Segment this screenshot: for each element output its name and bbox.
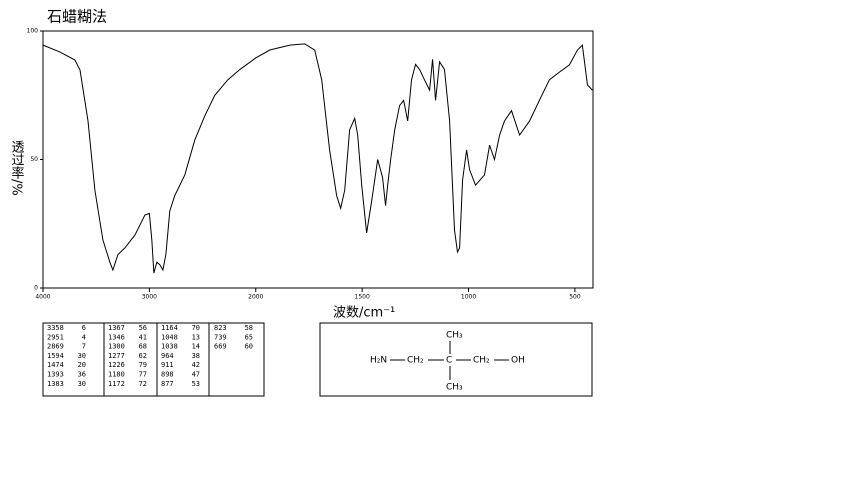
peak-transmittance: 41 bbox=[139, 333, 147, 341]
atom-label: H₂N bbox=[370, 356, 387, 366]
table-frame bbox=[42, 322, 265, 397]
peak-transmittance: 68 bbox=[139, 343, 147, 351]
peak-wavenumber: 1277 bbox=[108, 352, 125, 360]
atom-label: CH₂ bbox=[407, 356, 424, 366]
peak-transmittance: 53 bbox=[192, 380, 200, 388]
structure: H₂N CH₂ C CH₂ OH CH₃ CH₃ bbox=[319, 322, 593, 397]
x-axis-label: 波数/cm⁻¹ bbox=[333, 306, 395, 321]
y-tick-label: 50 bbox=[30, 156, 38, 163]
chart-title: 石蜡糊法 bbox=[47, 8, 107, 26]
atom-label: OH bbox=[511, 356, 525, 366]
peak-wavenumber: 911 bbox=[161, 361, 174, 369]
peak-wavenumber: 1383 bbox=[47, 380, 64, 388]
peak-transmittance: 65 bbox=[245, 333, 253, 341]
x-tick-label: 500 bbox=[569, 294, 581, 301]
peak-wavenumber: 1172 bbox=[108, 380, 125, 388]
peak-wavenumber: 1474 bbox=[47, 361, 64, 369]
plot-frame bbox=[42, 30, 594, 289]
x-tick-label: 1000 bbox=[461, 294, 476, 301]
peak-wavenumber: 2951 bbox=[47, 333, 64, 341]
peak-transmittance: 62 bbox=[139, 352, 147, 360]
peak-wavenumber: 1393 bbox=[47, 371, 64, 379]
peak-transmittance: 70 bbox=[192, 324, 200, 332]
atom-label: CH₃ bbox=[446, 331, 463, 341]
peak-transmittance: 47 bbox=[192, 371, 200, 379]
y-axis-label: 透过率/% bbox=[9, 140, 25, 196]
peak-transmittance: 72 bbox=[139, 380, 147, 388]
atom-label: C bbox=[446, 356, 452, 366]
peak-wavenumber: 1226 bbox=[108, 361, 125, 369]
peak-transmittance: 14 bbox=[192, 343, 200, 351]
peak-wavenumber: 877 bbox=[161, 380, 174, 388]
peak-transmittance: 79 bbox=[139, 361, 147, 369]
peak-wavenumber: 1346 bbox=[108, 333, 125, 341]
peak-wavenumber: 669 bbox=[214, 343, 227, 351]
peak-wavenumber: 1048 bbox=[161, 333, 178, 341]
peak-transmittance: 30 bbox=[78, 380, 86, 388]
peak-wavenumber: 1180 bbox=[108, 371, 125, 379]
peak-transmittance: 4 bbox=[82, 333, 86, 341]
peak-transmittance: 38 bbox=[192, 352, 200, 360]
peak-transmittance: 13 bbox=[192, 333, 200, 341]
structure-frame bbox=[319, 322, 593, 397]
peak-table bbox=[42, 322, 265, 397]
y-tick-label: 100 bbox=[27, 28, 39, 35]
peak-wavenumber: 3358 bbox=[47, 324, 64, 332]
x-tick-label: 2000 bbox=[248, 294, 263, 301]
peak-transmittance: 20 bbox=[78, 361, 86, 369]
peak-wavenumber: 964 bbox=[161, 352, 174, 360]
y-tick-label: 0 bbox=[34, 285, 38, 292]
peak-transmittance: 7 bbox=[82, 343, 86, 351]
x-tick-label: 1500 bbox=[355, 294, 370, 301]
spectrum-line bbox=[42, 43, 593, 274]
peak-transmittance: 6 bbox=[82, 324, 86, 332]
peak-wavenumber: 1367 bbox=[108, 324, 125, 332]
peak-wavenumber: 2869 bbox=[47, 343, 64, 351]
peak-transmittance: 77 bbox=[139, 371, 147, 379]
x-tick-label: 4000 bbox=[35, 294, 50, 301]
peak-wavenumber: 898 bbox=[161, 371, 174, 379]
peak-transmittance: 36 bbox=[78, 371, 86, 379]
peak-transmittance: 60 bbox=[245, 343, 253, 351]
atom-label: CH₂ bbox=[473, 356, 490, 366]
peak-transmittance: 58 bbox=[245, 324, 253, 332]
peak-wavenumber: 1300 bbox=[108, 343, 125, 351]
peak-wavenumber: 1164 bbox=[161, 324, 178, 332]
peak-wavenumber: 739 bbox=[214, 333, 227, 341]
peak-transmittance: 56 bbox=[139, 324, 147, 332]
atom-label: CH₃ bbox=[446, 383, 463, 393]
peak-transmittance: 42 bbox=[192, 361, 200, 369]
peak-wavenumber: 1594 bbox=[47, 352, 64, 360]
peak-transmittance: 30 bbox=[78, 352, 86, 360]
peak-wavenumber: 1038 bbox=[161, 343, 178, 351]
peak-wavenumber: 823 bbox=[214, 324, 227, 332]
x-tick-label: 3000 bbox=[142, 294, 157, 301]
